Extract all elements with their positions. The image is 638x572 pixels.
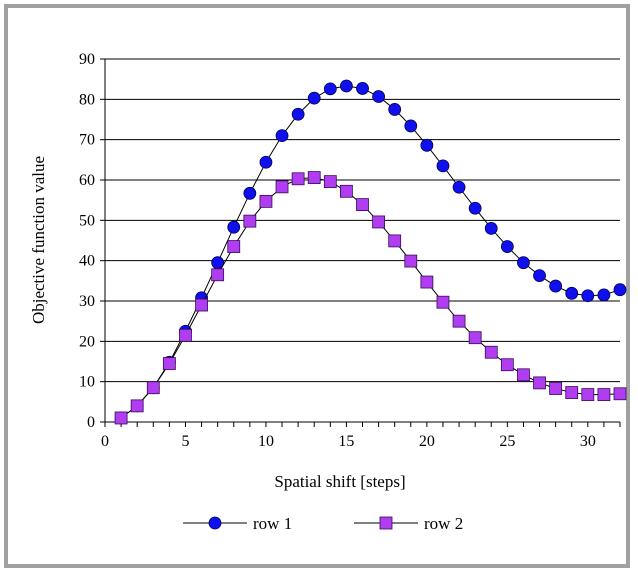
data-point (565, 286, 579, 300)
data-point (597, 288, 611, 302)
x-tick-label: 0 (101, 433, 109, 450)
data-point (436, 295, 450, 309)
data-point (323, 82, 337, 96)
x-axis-title: Spatial shift [steps] (274, 472, 405, 491)
data-point (291, 107, 305, 121)
data-point (307, 91, 321, 105)
data-point (581, 388, 595, 401)
data-point (549, 382, 563, 395)
axes (100, 58, 621, 427)
x-tick-label: 5 (181, 433, 189, 450)
y-tick-label: 10 (79, 374, 95, 391)
y-tick-label: 20 (79, 333, 95, 350)
x-tick-label: 15 (338, 433, 354, 450)
data-point (356, 82, 369, 95)
legend: row 1 row 2 (183, 514, 463, 533)
data-point (114, 411, 128, 425)
y-tick-label: 0 (87, 414, 95, 431)
data-point (613, 283, 627, 297)
data-point (259, 194, 273, 208)
y-tick-label: 60 (79, 172, 95, 189)
data-point (388, 103, 402, 116)
data-point (227, 240, 241, 253)
x-tick-label: 20 (419, 433, 435, 450)
data-point (372, 215, 385, 229)
data-point (195, 298, 208, 312)
legend-label: row 2 (424, 514, 463, 533)
data-point (533, 376, 546, 390)
data-point (549, 279, 563, 293)
data-point (420, 275, 434, 289)
legend-marker (379, 516, 393, 530)
data-point (420, 138, 434, 152)
data-point (372, 90, 385, 103)
y-tick-label: 30 (79, 293, 95, 310)
y-tick-label: 70 (79, 132, 95, 149)
data-point (500, 240, 514, 253)
y-tick-label: 90 (79, 51, 95, 68)
y-tick-label: 40 (79, 253, 95, 270)
data-point (340, 79, 353, 93)
data-point (162, 357, 176, 370)
data-point (130, 399, 144, 413)
data-series (114, 79, 627, 425)
legend-marker (208, 516, 222, 530)
series-line (120, 85, 621, 419)
series-2 (114, 171, 627, 425)
data-point (436, 159, 450, 173)
data-point (323, 175, 337, 189)
x-tick-label: 10 (258, 433, 274, 450)
data-point (565, 386, 579, 399)
data-point (581, 289, 595, 303)
data-point (517, 256, 530, 270)
data-point (227, 220, 241, 234)
data-point (613, 387, 627, 401)
y-tick-labels: 0 10 20 30 40 50 60 70 80 90 (79, 51, 95, 431)
data-point (452, 180, 466, 194)
data-point (179, 328, 192, 342)
data-point (243, 214, 257, 228)
x-tick-labels: 0 5 10 15 20 25 30 (101, 433, 596, 450)
data-point (243, 186, 257, 200)
data-point (388, 234, 402, 248)
data-point (291, 172, 305, 186)
data-point (275, 180, 289, 194)
data-point (597, 388, 611, 401)
data-point (404, 119, 418, 133)
data-point (468, 331, 482, 345)
y-tick-label: 80 (79, 91, 95, 108)
data-point (275, 129, 289, 143)
data-point (307, 171, 321, 184)
data-point (533, 269, 546, 282)
data-point (452, 314, 466, 328)
x-tick-label: 30 (580, 433, 596, 450)
data-point (356, 198, 369, 212)
series-1 (114, 79, 627, 425)
data-point (484, 221, 498, 235)
y-axis-title: Objective function value (29, 156, 48, 324)
data-point (500, 358, 514, 372)
data-point (211, 268, 225, 282)
data-point (259, 155, 273, 169)
data-point (517, 368, 530, 382)
data-point (404, 254, 418, 268)
data-point (340, 184, 353, 198)
data-point (468, 201, 482, 215)
y-tick-label: 50 (79, 212, 95, 229)
data-point (484, 345, 498, 359)
legend-label: row 1 (253, 514, 292, 533)
x-tick-label: 25 (499, 433, 515, 450)
data-point (146, 381, 160, 395)
